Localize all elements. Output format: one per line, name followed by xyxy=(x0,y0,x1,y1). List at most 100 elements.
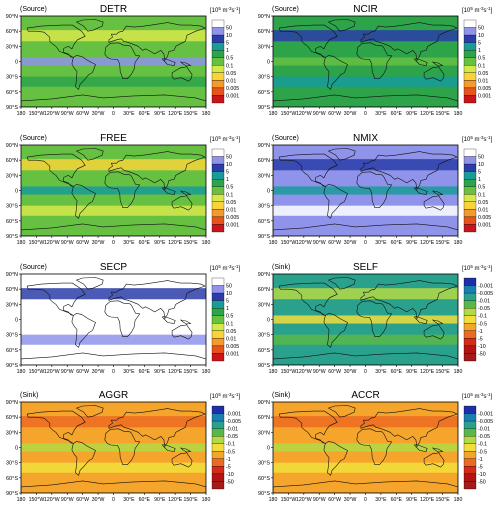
lon-label: 90°W xyxy=(313,497,326,503)
lon-label: 120°E xyxy=(168,111,183,117)
lat-label: 30°S xyxy=(258,75,270,81)
lon-label: 60°W xyxy=(328,497,341,503)
lat-label: 60°S xyxy=(6,476,18,482)
colorbar-label: 0.5 xyxy=(478,185,485,191)
colorbar-label: 0.005 xyxy=(226,215,239,221)
colorbar-unit: [105 m-3s-1] xyxy=(210,392,241,400)
lon-label: 180 xyxy=(17,240,26,246)
lon-label: 120°W xyxy=(296,240,312,246)
colorbar-label: 0.001 xyxy=(478,222,491,228)
colorbar-label: -0.5 xyxy=(226,449,235,455)
coastline xyxy=(323,313,348,348)
lon-label: 120°E xyxy=(168,369,183,375)
colorbar-label: -1 xyxy=(478,329,483,335)
lat-label: 0 xyxy=(267,446,270,452)
lat-label: 30°S xyxy=(6,204,18,210)
map-band xyxy=(273,159,458,171)
lat-label: 0 xyxy=(267,60,270,66)
colorbar-label: 0.5 xyxy=(478,56,485,62)
lon-label: 180 xyxy=(202,240,211,246)
lon-label: 120°E xyxy=(420,369,435,375)
colorbar-label: 1 xyxy=(478,48,481,54)
lon-label: 30°E xyxy=(375,497,387,503)
colorbar-swatch xyxy=(211,413,225,422)
colorbar-swatch xyxy=(463,209,477,218)
colorbar-label: 0.05 xyxy=(478,200,488,206)
colorbar-label: 0.1 xyxy=(478,192,485,198)
lon-label: 30°E xyxy=(123,111,135,117)
colorbar-label: -0.005 xyxy=(478,419,493,425)
lat-label: 90°S xyxy=(6,105,18,111)
lon-label: 30°W xyxy=(92,369,105,375)
lon-label: 180 xyxy=(269,369,278,375)
colorbar-swatch xyxy=(463,420,477,429)
colorbar-swatch xyxy=(463,50,477,58)
lon-label: 150°E xyxy=(435,497,450,503)
lon-label: 120°W xyxy=(296,369,312,375)
colorbar-label: -5 xyxy=(226,464,231,470)
colorbar-label: 0.05 xyxy=(226,71,236,77)
coastline xyxy=(179,319,192,325)
lon-label: 120°W xyxy=(44,497,60,503)
panel-detr: (Source) DETR90°N60°N30°N030°S60°S90°S180… xyxy=(6,4,241,117)
coastline xyxy=(323,55,348,90)
colorbar-label: 0.1 xyxy=(226,321,233,327)
map-band xyxy=(273,443,458,452)
coastline xyxy=(431,319,444,325)
colorbar-label: 10 xyxy=(226,291,232,297)
colorbar-label: 5 xyxy=(226,170,229,176)
lat-label: 60°N xyxy=(258,29,270,35)
colorbar-label: 0.1 xyxy=(226,63,233,69)
lon-label: 90°W xyxy=(313,240,326,246)
lat-label: 90°N xyxy=(258,143,270,149)
colorbar-swatch xyxy=(211,436,225,444)
colorbar-swatch xyxy=(211,315,225,324)
colorbar-swatch xyxy=(463,458,477,467)
lon-label: 30°E xyxy=(123,497,135,503)
map-field xyxy=(21,274,206,365)
map-band xyxy=(273,186,458,195)
colorbar-swatch xyxy=(463,481,477,490)
colorbar-swatch xyxy=(211,443,225,452)
coastline xyxy=(179,447,192,453)
panel-title: SELF xyxy=(353,262,378,273)
colorbar-swatch xyxy=(463,323,477,331)
lat-label: 90°N xyxy=(6,14,18,20)
lat-label: 30°S xyxy=(258,333,270,339)
colorbar-swatch xyxy=(463,345,477,354)
lon-label: 30°W xyxy=(92,111,105,117)
lon-label: 60°W xyxy=(328,240,341,246)
map-band xyxy=(21,288,206,300)
colorbar-swatch xyxy=(463,300,477,309)
colorbar-swatch xyxy=(211,148,225,157)
colorbar-swatch xyxy=(211,65,225,73)
coastline xyxy=(413,316,428,324)
lon-label: 30°E xyxy=(123,369,135,375)
map-band xyxy=(273,315,458,324)
lat-label: 30°N xyxy=(258,302,270,308)
coastlines xyxy=(273,19,458,107)
colorbar-swatch xyxy=(463,315,477,324)
colorbar-swatch xyxy=(463,156,477,165)
colorbar-label: 0.005 xyxy=(478,86,491,92)
lon-label: 0 xyxy=(112,369,115,375)
colorbar-swatch xyxy=(211,285,225,294)
coastline xyxy=(26,24,86,58)
colorbar-label: 0.01 xyxy=(226,78,236,84)
lon-label: 180 xyxy=(202,497,211,503)
lon-label: 90°E xyxy=(154,111,166,117)
coastline xyxy=(327,148,356,161)
coastline xyxy=(327,405,356,418)
map-band xyxy=(273,57,458,66)
map-bands xyxy=(21,288,206,345)
colorbar-label: 50 xyxy=(226,284,232,290)
lat-label: 60°S xyxy=(258,348,270,354)
colorbar-swatch xyxy=(463,42,477,51)
coastline xyxy=(71,184,96,219)
lat-label: 0 xyxy=(15,60,18,66)
lon-label: 180 xyxy=(17,111,26,117)
panel-title: FREE xyxy=(100,133,127,144)
lon-label: 120°E xyxy=(420,111,435,117)
